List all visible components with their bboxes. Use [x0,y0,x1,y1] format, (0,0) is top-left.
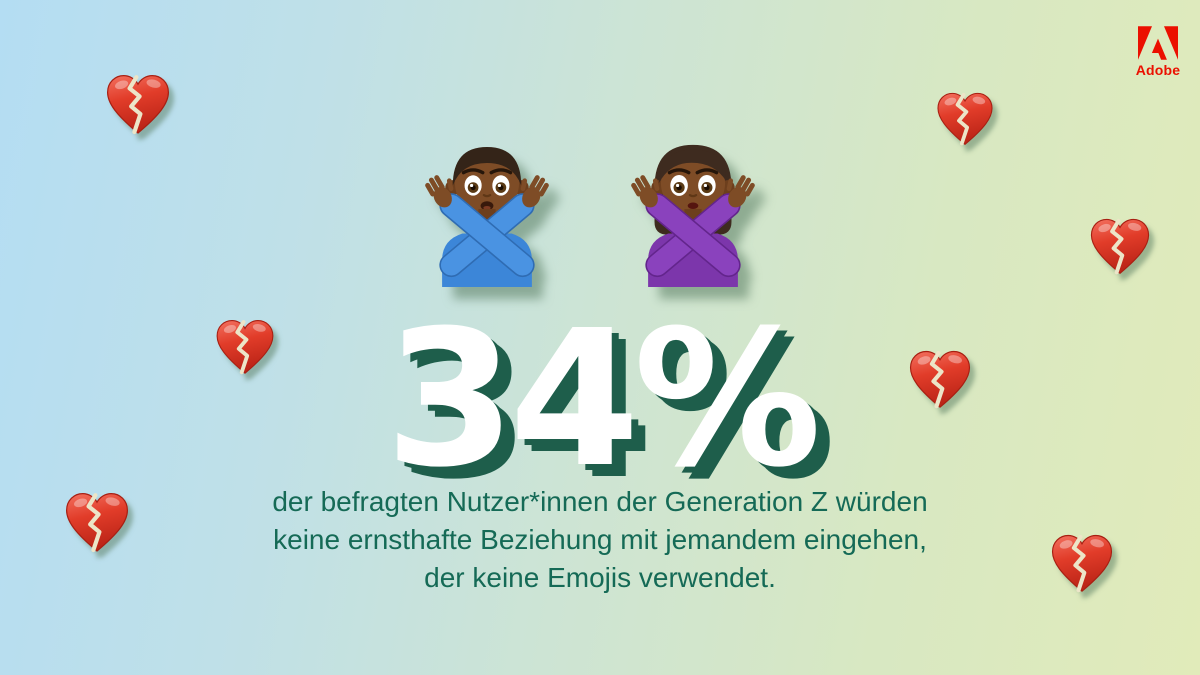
broken-heart-icon [1089,217,1151,276]
broken-heart-icon [102,72,174,138]
adobe-wordmark: Adobe [1135,62,1181,78]
adobe-logo-icon [1138,26,1178,60]
man-gesturing-no-emoji [425,146,549,287]
stat-value: 34% [384,290,822,509]
caption-line: der keine Emojis verwendet. [424,562,776,593]
caption-line: der befragten Nutzer*innen der Generatio… [272,486,928,517]
adobe-logo: Adobe [1132,26,1184,78]
caption: der befragten Nutzer*innen der Generatio… [0,483,1200,597]
broken-heart-icon [936,91,994,147]
caption-line: keine ernsthafte Beziehung mit jemandem … [273,524,927,555]
woman-gesturing-no-emoji [631,144,755,287]
